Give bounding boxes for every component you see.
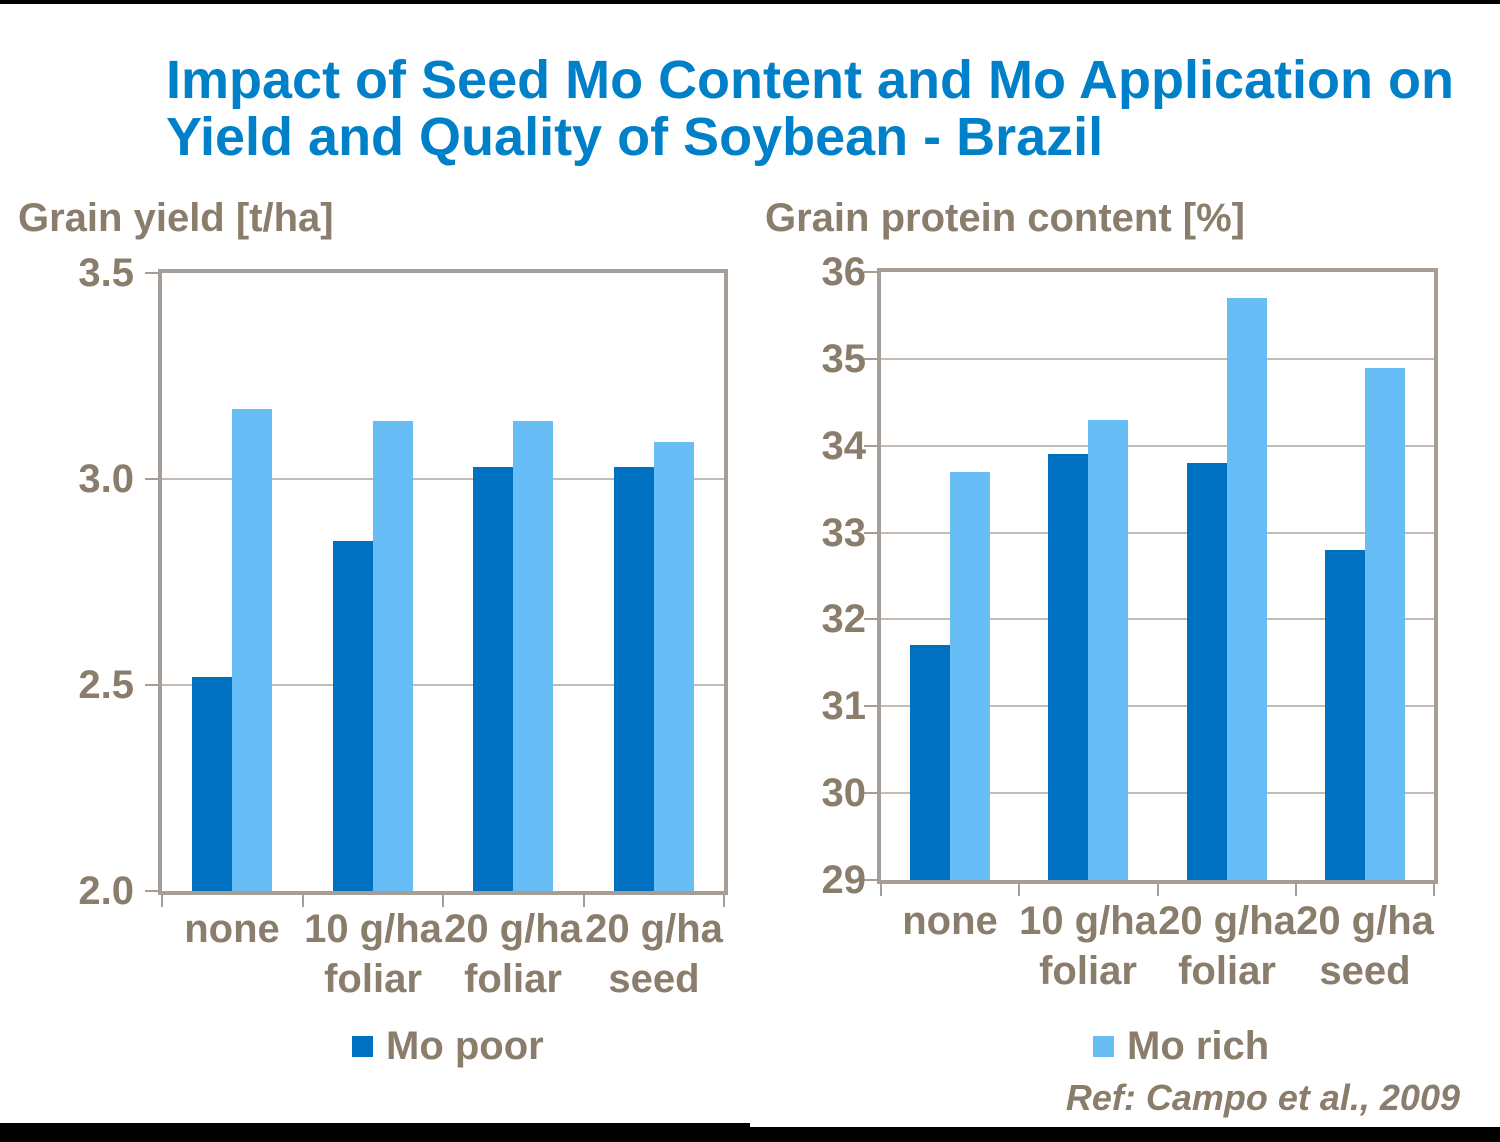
bar-mo-rich <box>373 421 413 891</box>
y-tick-mark <box>864 618 877 620</box>
bar-mo-rich <box>1227 298 1267 880</box>
reference-citation: Ref: Campo et al., 2009 <box>1065 1077 1460 1118</box>
bar-mo-rich <box>950 472 990 880</box>
bottom-border-strip-left <box>0 1123 750 1142</box>
y-tick-mark <box>145 478 158 480</box>
y-axis-label: 29 <box>821 858 867 902</box>
y-tick-mark <box>145 890 158 892</box>
x-tick-mark <box>1433 884 1435 896</box>
bar-mo-rich <box>1088 420 1128 880</box>
bar-mo-poor <box>333 541 373 891</box>
slide-title-line2: Yield and Quality of Soybean - Brazil <box>166 107 1104 167</box>
slide-title: Impact of Seed Mo Content and Mo Applica… <box>166 52 1486 166</box>
x-tick-mark <box>1018 884 1020 896</box>
bar-mo-rich <box>513 421 553 891</box>
x-axis-label: 20 g/ha foliar <box>1158 899 1296 993</box>
y-axis-label: 3.5 <box>78 251 134 295</box>
bar-mo-rich <box>232 409 272 891</box>
x-axis-label: none <box>902 899 998 943</box>
y-axis-label: 30 <box>821 771 867 815</box>
bar-mo-poor <box>473 467 513 891</box>
gridline <box>881 792 1434 794</box>
y-tick-mark <box>864 532 877 534</box>
x-tick-mark <box>880 884 882 896</box>
mo-rich-legend-label: Mo rich <box>1127 1024 1270 1068</box>
y-axis-label: 2.5 <box>78 663 134 707</box>
bar-mo-poor <box>1325 550 1365 880</box>
y-tick-mark <box>864 358 877 360</box>
x-axis-label: 10 g/ha foliar <box>1019 899 1157 993</box>
y-axis-label: 3.0 <box>78 457 134 501</box>
gridline <box>881 445 1434 447</box>
bar-mo-poor <box>1048 454 1088 880</box>
y-tick-mark <box>864 271 877 273</box>
gridline <box>881 618 1434 620</box>
grain-protein-axis-title: Grain protein content [%] <box>765 196 1245 240</box>
x-tick-mark <box>442 895 444 907</box>
gridline <box>162 684 724 686</box>
x-axis-label: 20 g/ha foliar <box>444 907 582 1001</box>
x-axis-label: 10 g/ha foliar <box>304 907 442 1001</box>
plot-area <box>877 268 1438 884</box>
gridline <box>162 478 724 480</box>
x-tick-mark <box>1157 884 1159 896</box>
mo-poor-legend-label: Mo poor <box>386 1024 544 1068</box>
gridline <box>881 532 1434 534</box>
slide-title-line1: Impact of Seed Mo Content and Mo Applica… <box>166 50 1454 110</box>
y-axis-label: 31 <box>821 684 867 728</box>
x-axis-label: none <box>184 907 280 951</box>
bar-mo-rich <box>654 442 694 891</box>
plot-area <box>158 269 728 895</box>
x-tick-mark <box>161 895 163 907</box>
bar-mo-poor <box>910 645 950 880</box>
bar-mo-poor <box>614 467 654 891</box>
y-axis-label: 32 <box>821 597 867 641</box>
bar-mo-rich <box>1365 368 1405 880</box>
x-tick-mark <box>1295 884 1297 896</box>
mo-poor-swatch <box>352 1035 373 1057</box>
y-axis-label: 35 <box>821 337 867 381</box>
y-tick-mark <box>145 272 158 274</box>
y-axis-label: 33 <box>821 511 867 555</box>
y-axis-label: 36 <box>821 250 867 294</box>
x-tick-mark <box>583 895 585 907</box>
gridline <box>881 358 1434 360</box>
y-tick-mark <box>145 684 158 686</box>
x-tick-mark <box>723 895 725 907</box>
bottom-border-strip-right <box>750 1127 1500 1142</box>
x-axis-label: 20 g/ha seed <box>1296 899 1434 993</box>
mo-rich-legend: Mo rich <box>1093 1021 1269 1071</box>
gridline <box>881 705 1434 707</box>
y-axis-label: 34 <box>821 424 867 468</box>
bar-mo-poor <box>1187 463 1227 880</box>
x-axis-label: 20 g/ha seed <box>585 907 723 1001</box>
y-tick-mark <box>864 705 877 707</box>
top-border-strip <box>0 0 1500 4</box>
x-tick-mark <box>302 895 304 907</box>
mo-poor-legend: Mo poor <box>352 1021 544 1071</box>
y-tick-mark <box>864 445 877 447</box>
bar-mo-poor <box>192 677 232 891</box>
y-axis-label: 2.0 <box>78 869 134 913</box>
mo-rich-swatch <box>1093 1035 1114 1057</box>
grain-yield-axis-title: Grain yield [t/ha] <box>18 196 334 240</box>
y-tick-mark <box>864 879 877 881</box>
y-tick-mark <box>864 792 877 794</box>
